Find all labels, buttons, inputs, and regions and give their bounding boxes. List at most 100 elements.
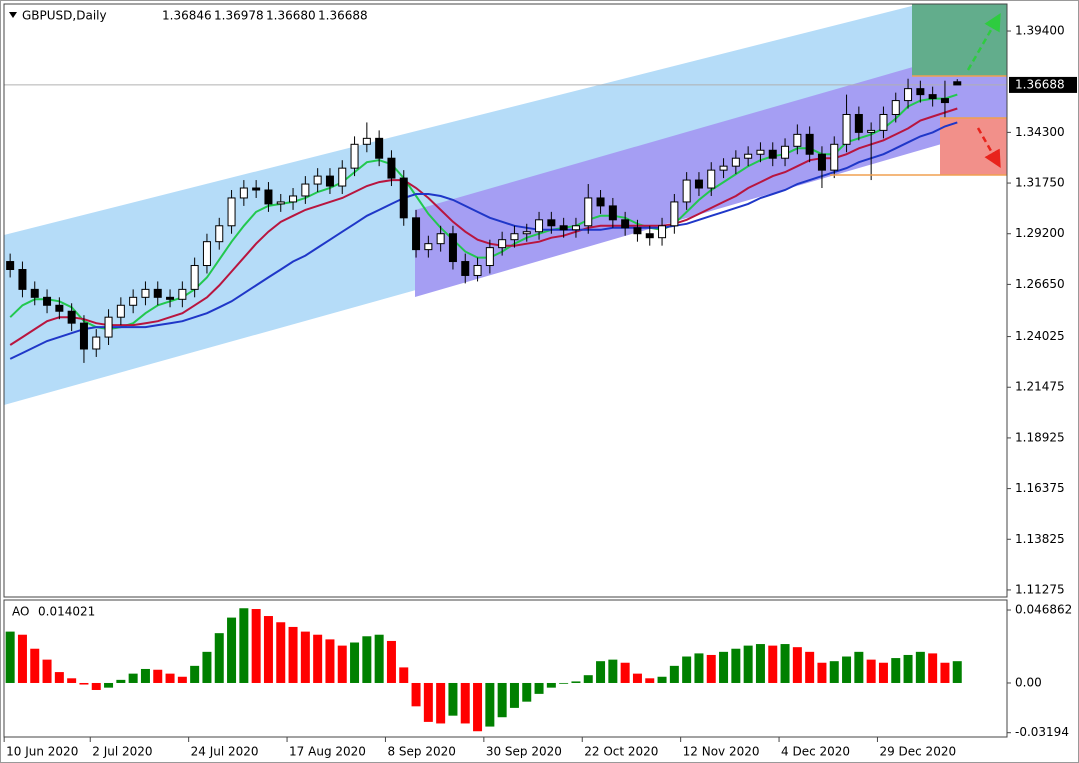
ao-bar — [891, 658, 901, 683]
candle-body — [289, 195, 298, 203]
ao-bar — [177, 676, 187, 683]
candle-body — [227, 197, 236, 227]
moving-average — [9, 93, 958, 331]
x-tick-label: 12 Nov 2020 — [683, 745, 760, 759]
candle-body — [879, 113, 888, 131]
candle-body — [658, 225, 667, 239]
candle-body — [940, 98, 949, 104]
ao-bar — [5, 631, 15, 683]
menu-triangle[interactable] — [9, 12, 17, 18]
ao-bar — [596, 661, 606, 683]
ao-bar — [903, 654, 913, 683]
candle-body — [43, 296, 52, 306]
candle-body — [694, 179, 703, 189]
candle-body — [781, 145, 790, 159]
candle-body — [571, 225, 580, 231]
ao-bar — [239, 608, 249, 683]
ao-bar — [460, 682, 470, 724]
candle-body — [67, 310, 76, 324]
ao-bar — [866, 659, 876, 683]
ao-bar — [682, 656, 692, 683]
ao-bar — [546, 682, 556, 688]
ao-bar — [448, 682, 458, 716]
ao-bar — [940, 662, 950, 683]
ao-bar — [509, 682, 519, 708]
header-close: 1.36688 — [318, 9, 368, 23]
ao-bar — [657, 676, 667, 683]
y-tick-label: -0.03194 — [1015, 725, 1069, 739]
header-open: 1.36846 — [162, 9, 212, 23]
ao-bar — [325, 639, 335, 683]
ao-bar — [30, 648, 40, 683]
candle-body — [498, 239, 507, 249]
candle-body — [535, 219, 544, 233]
candle-body — [153, 288, 162, 298]
candle-body — [448, 233, 457, 263]
header-low: 1.36680 — [266, 9, 316, 23]
candle-body — [30, 288, 39, 298]
candle-body — [682, 179, 691, 203]
candle-body — [904, 88, 913, 102]
y-tick-label: 1.31750 — [1015, 176, 1065, 190]
ao-bar — [817, 662, 827, 683]
ao-plot — [5, 608, 962, 732]
ao-bar — [374, 634, 384, 683]
candle-body — [522, 231, 531, 235]
ao-bar — [104, 682, 114, 688]
candle-body — [375, 137, 384, 159]
ao-bar — [583, 675, 593, 683]
ao-bar — [386, 640, 396, 683]
candle-body — [645, 233, 654, 239]
candle-body — [731, 157, 740, 167]
ao-bar — [473, 682, 483, 732]
ao-bar — [436, 682, 446, 724]
candle-body — [768, 149, 777, 159]
candle-body — [18, 268, 27, 290]
x-tick-label: 30 Sep 2020 — [486, 745, 562, 759]
ao-bar — [362, 636, 372, 683]
candle-body — [313, 175, 322, 185]
candle-body — [350, 143, 359, 169]
y-tick-label: 1.39400 — [1015, 24, 1065, 38]
y-tick-label: 1.13825 — [1015, 532, 1065, 546]
candle-body — [104, 316, 113, 338]
ao-bar — [854, 651, 864, 683]
candle-body — [559, 225, 568, 231]
candle-body — [485, 247, 494, 267]
ao-bar — [559, 682, 569, 684]
ao-bar — [190, 665, 200, 683]
ao-bar — [423, 682, 433, 722]
candle-body — [621, 219, 630, 229]
stop-zone — [940, 118, 1007, 175]
ao-bar — [608, 659, 618, 683]
ao-bar — [128, 673, 138, 683]
ao-bar — [915, 651, 925, 683]
candle-body — [744, 153, 753, 159]
ao-bar — [116, 679, 126, 683]
candle-body — [670, 201, 679, 227]
ao-bar — [755, 644, 765, 683]
ao-bar — [805, 651, 815, 683]
header-high: 1.36978 — [214, 9, 264, 23]
ao-bar — [54, 672, 64, 683]
price-plot — [4, 78, 1007, 363]
candle-body — [325, 175, 334, 187]
ao-bar — [67, 678, 77, 683]
ao-bar — [276, 622, 286, 683]
candle-body — [215, 225, 224, 243]
candle-body — [178, 288, 187, 300]
ao-bar — [842, 656, 852, 683]
ao-bar — [878, 662, 888, 683]
y-tick-label: 1.21475 — [1015, 380, 1065, 394]
main-panel-border — [3, 3, 1008, 598]
ao-bar — [952, 661, 962, 683]
indicator-value: 0.014021 — [38, 605, 95, 619]
candle-body — [584, 197, 593, 227]
candle-body — [805, 133, 814, 155]
x-tick-label: 2 Jul 2020 — [92, 745, 152, 759]
y-tick-label: 1.16375 — [1015, 481, 1065, 495]
y-tick-label: 1.26650 — [1015, 277, 1065, 291]
moving-average — [9, 107, 958, 346]
candle-body — [793, 133, 802, 147]
